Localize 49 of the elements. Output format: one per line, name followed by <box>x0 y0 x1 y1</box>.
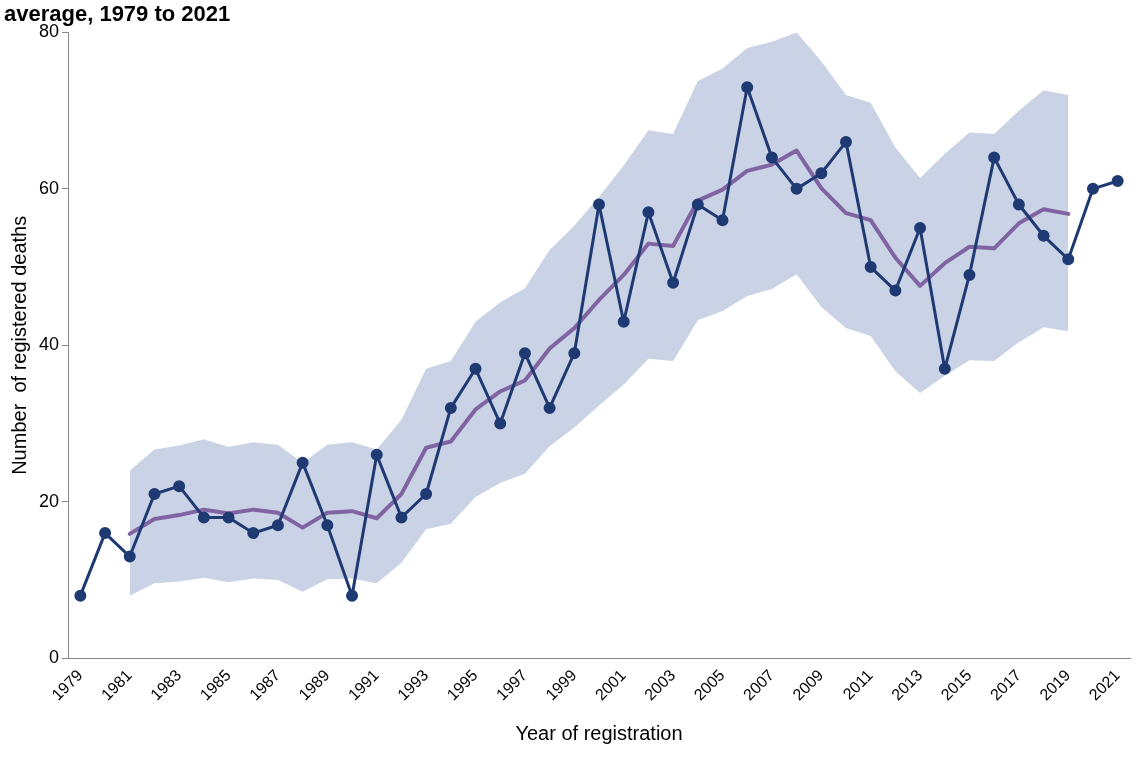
point <box>271 519 284 532</box>
point <box>741 81 754 94</box>
point <box>963 268 976 281</box>
point <box>346 589 359 602</box>
point <box>148 487 161 500</box>
point <box>988 151 1001 164</box>
point <box>1012 198 1025 211</box>
point <box>765 151 778 164</box>
point <box>864 261 877 274</box>
point <box>790 182 803 195</box>
x-axis-title: Year of registration <box>515 721 683 744</box>
point <box>494 417 507 430</box>
point <box>222 511 235 524</box>
point <box>247 527 260 540</box>
point <box>469 362 482 375</box>
point <box>642 206 655 219</box>
point <box>444 401 457 414</box>
point <box>420 487 433 500</box>
point <box>839 135 852 148</box>
point <box>543 401 556 414</box>
point <box>395 511 408 524</box>
point <box>1062 253 1075 266</box>
point <box>593 198 606 211</box>
point <box>370 448 383 461</box>
point <box>914 221 927 234</box>
point <box>889 284 902 297</box>
point <box>321 519 334 532</box>
point <box>123 550 136 563</box>
y-tick-label: 40 <box>38 334 60 355</box>
point <box>173 480 186 493</box>
point <box>667 276 680 289</box>
point <box>74 589 87 602</box>
point <box>568 347 581 360</box>
y-tick-label: 0 <box>49 647 60 668</box>
point <box>691 198 704 211</box>
point <box>815 167 828 180</box>
point <box>1037 229 1050 242</box>
y-tick-label: 20 <box>38 490 60 511</box>
point <box>1111 175 1124 188</box>
point <box>99 527 112 540</box>
point <box>518 347 531 360</box>
point <box>938 362 951 375</box>
point <box>296 456 309 469</box>
point <box>1086 182 1099 195</box>
point <box>617 315 630 328</box>
point <box>716 214 729 227</box>
y-tick-label: 60 <box>38 177 60 198</box>
point <box>197 511 210 524</box>
y-axis-title: Number of registered deaths <box>7 215 30 475</box>
